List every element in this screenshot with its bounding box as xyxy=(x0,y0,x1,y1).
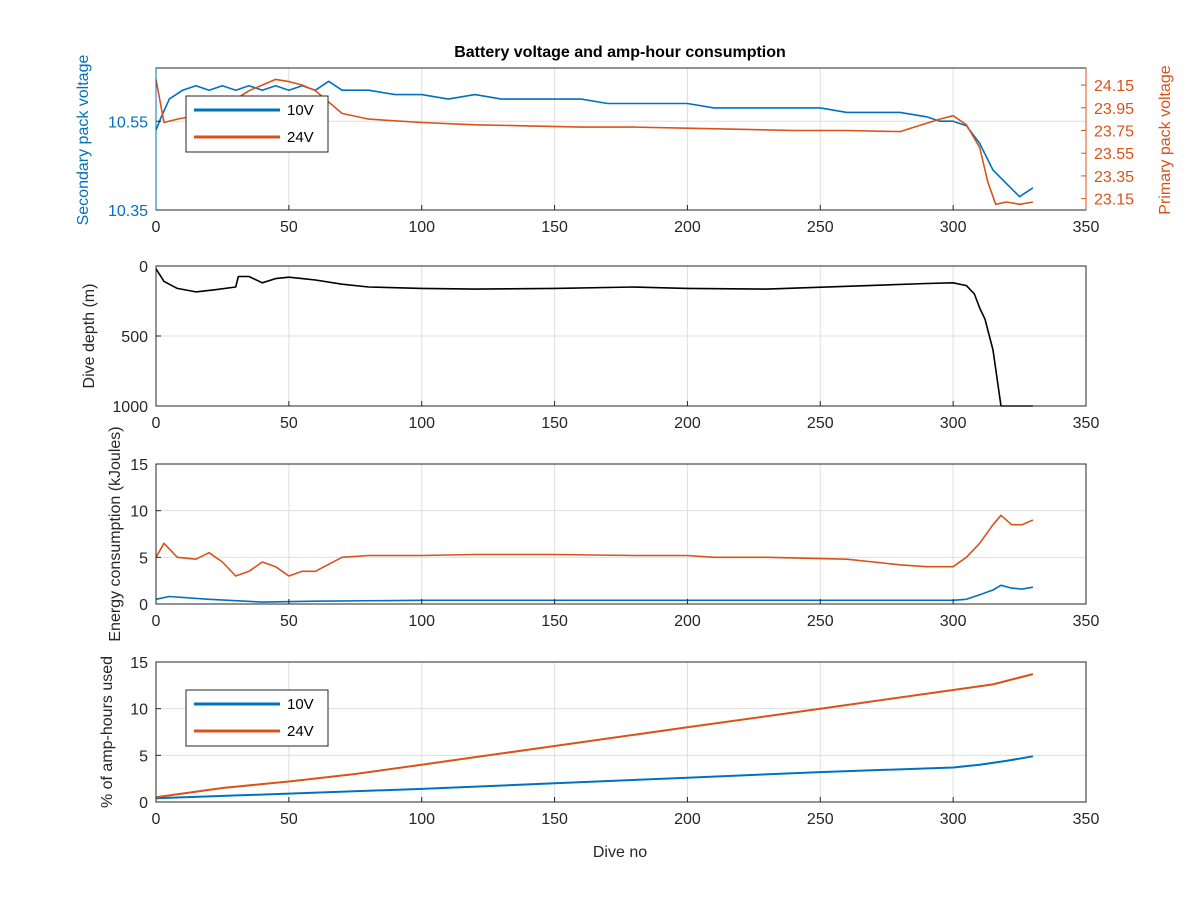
x-tick-label: 250 xyxy=(807,613,834,630)
panel-voltage: 0 50 100 150 200 250 300 350 10.35 10.55 23.15 23.3… xyxy=(75,55,1174,236)
panel-amphours: 0 50 100 150 200 250 300 350 0 5 10 15 % of amp-hou… xyxy=(99,655,1099,861)
depth-series-line xyxy=(155,268,1033,407)
y-right-tick-label: 24.15 xyxy=(1094,78,1134,95)
y-right-tick-label: 23.55 xyxy=(1094,146,1134,163)
y-right-tick-label: 23.15 xyxy=(1094,192,1134,209)
series-line-24v xyxy=(155,673,1034,799)
x-tick-label: 50 xyxy=(280,613,298,630)
x-tick-label: 250 xyxy=(807,219,834,236)
x-tick-label: 300 xyxy=(940,613,967,630)
y-right-tick-label: 23.75 xyxy=(1094,123,1134,140)
secondary-voltage-label: Secondary pack voltage xyxy=(75,55,92,226)
x-tick-label: 350 xyxy=(1073,415,1100,432)
series-line-10v xyxy=(155,755,1034,800)
series-line-24v xyxy=(155,78,1034,206)
x-tick-label: 150 xyxy=(541,811,568,828)
primary-voltage-label: Primary pack voltage xyxy=(1157,65,1174,214)
series-line-10v xyxy=(155,80,1034,198)
y-tick-label: 15 xyxy=(130,655,148,672)
x-tick-label: 100 xyxy=(408,811,435,828)
y-tick-label: 10 xyxy=(130,702,148,719)
y-tick-label: 0 xyxy=(139,597,148,614)
series-line-24v xyxy=(155,514,1034,577)
x-tick-label: 350 xyxy=(1073,613,1100,630)
legend-bottom: 10V 24V xyxy=(185,689,329,747)
y-tick-label: 500 xyxy=(121,329,148,346)
x-tick-label: 0 xyxy=(152,613,161,630)
x-tick-label: 150 xyxy=(541,219,568,236)
y-tick-label: 5 xyxy=(139,550,148,567)
x-tick-label: 350 xyxy=(1073,811,1100,828)
figure-title: Battery voltage and amp-hour consumption xyxy=(454,44,786,61)
panel-energy: 0 50 100 150 200 250 300 350 0 5 10 15 Energy consu… xyxy=(107,426,1099,641)
panel-depth: 0 50 100 150 200 250 300 350 0 500 1000 Dive depth… xyxy=(81,259,1099,432)
x-tick-label: 100 xyxy=(408,219,435,236)
y-tick-label: 10 xyxy=(130,504,148,521)
legend-top: 10V 24V xyxy=(185,95,329,153)
x-tick-label: 50 xyxy=(280,219,298,236)
series-line-10v xyxy=(155,584,1034,603)
x-tick-label: 0 xyxy=(152,415,161,432)
x-tick-label: 50 xyxy=(280,415,298,432)
y-tick-label: 1000 xyxy=(112,399,148,416)
x-tick-label: 300 xyxy=(940,415,967,432)
y-tick-label: 0 xyxy=(139,259,148,276)
legend-label-24v: 24V xyxy=(287,129,314,146)
x-tick-label: 250 xyxy=(807,415,834,432)
x-tick-label: 350 xyxy=(1073,219,1100,236)
x-tick-label: 50 xyxy=(280,811,298,828)
x-tick-label: 100 xyxy=(408,613,435,630)
plot-area-frame xyxy=(155,463,1087,605)
x-tick-label: 100 xyxy=(408,415,435,432)
y-tick-label: 0 xyxy=(139,795,148,812)
amphours-label: % of amp-hours used xyxy=(99,656,116,808)
y-tick-label: 10.55 xyxy=(108,114,148,131)
x-tick-label: 300 xyxy=(940,219,967,236)
y-tick-label: 10.35 xyxy=(108,203,148,220)
y-right-tick-label: 23.35 xyxy=(1094,169,1134,186)
legend-label-24v-bottom: 24V xyxy=(287,723,314,740)
x-tick-label: 150 xyxy=(541,415,568,432)
legend-label-10v-bottom: 10V xyxy=(287,696,314,713)
depth-label: Dive depth (m) xyxy=(81,284,98,389)
x-tick-label: 150 xyxy=(541,613,568,630)
plot-area-frame xyxy=(155,661,1087,803)
x-tick-label: 0 xyxy=(152,219,161,236)
energy-label: Energy consumption (kJoules) xyxy=(107,426,124,641)
x-tick-label: 200 xyxy=(674,415,701,432)
x-tick-label: 250 xyxy=(807,811,834,828)
x-axis-label: Dive no xyxy=(593,844,647,861)
y-tick-label: 15 xyxy=(130,457,148,474)
x-tick-label: 200 xyxy=(674,613,701,630)
x-tick-label: 300 xyxy=(940,811,967,828)
y-right-tick-label: 23.95 xyxy=(1094,101,1134,118)
y-tick-label: 5 xyxy=(139,748,148,765)
legend-label-10v: 10V xyxy=(287,102,314,119)
x-tick-label: 0 xyxy=(152,811,161,828)
x-tick-label: 200 xyxy=(674,811,701,828)
x-tick-label: 200 xyxy=(674,219,701,236)
